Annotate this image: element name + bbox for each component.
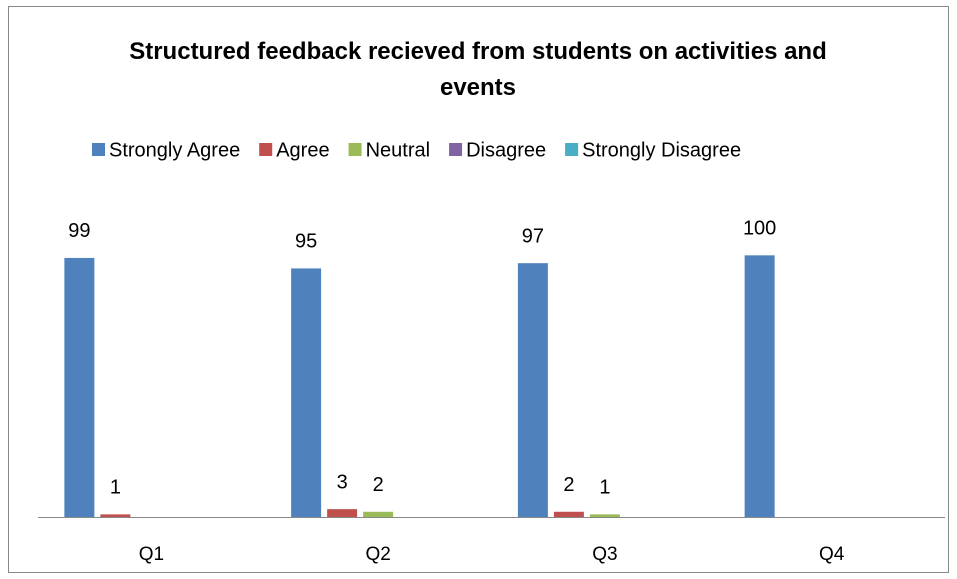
legend-swatch [92, 143, 105, 156]
bar [363, 511, 394, 517]
data-label: 97 [522, 225, 544, 247]
data-label: 2 [373, 474, 384, 496]
bar [100, 514, 131, 517]
x-tick-label: Q4 [819, 544, 845, 565]
data-label: 1 [110, 477, 121, 499]
chart-title: Structured feedback recieved from studen… [129, 38, 827, 101]
legend-swatch [259, 143, 273, 156]
chart-border [8, 6, 949, 573]
legend-swatch [449, 143, 463, 156]
legend-swatch [348, 143, 362, 156]
data-label: 99 [68, 220, 90, 242]
x-tick-label: Q2 [365, 544, 390, 565]
legend-label: Disagree [466, 139, 546, 161]
data-label: 2 [563, 474, 574, 496]
data-label: 1 [599, 477, 610, 499]
legend-swatch [565, 143, 579, 156]
data-label: 3 [337, 471, 348, 493]
bar [553, 511, 584, 517]
data-label: 100 [743, 218, 776, 240]
data-label: 95 [295, 231, 317, 253]
legend-label: Strongly Agree [109, 139, 240, 161]
bar [327, 509, 358, 517]
bar [291, 268, 322, 517]
bar [589, 514, 620, 517]
legend-label: Neutral [366, 139, 430, 161]
legend-label: Agree [276, 139, 329, 161]
x-tick-label: Q1 [139, 544, 164, 565]
x-tick-label: Q3 [592, 544, 617, 565]
legend-label: Strongly Disagree [582, 139, 741, 161]
bar [517, 263, 548, 517]
bar [64, 257, 95, 517]
bar [744, 255, 775, 518]
